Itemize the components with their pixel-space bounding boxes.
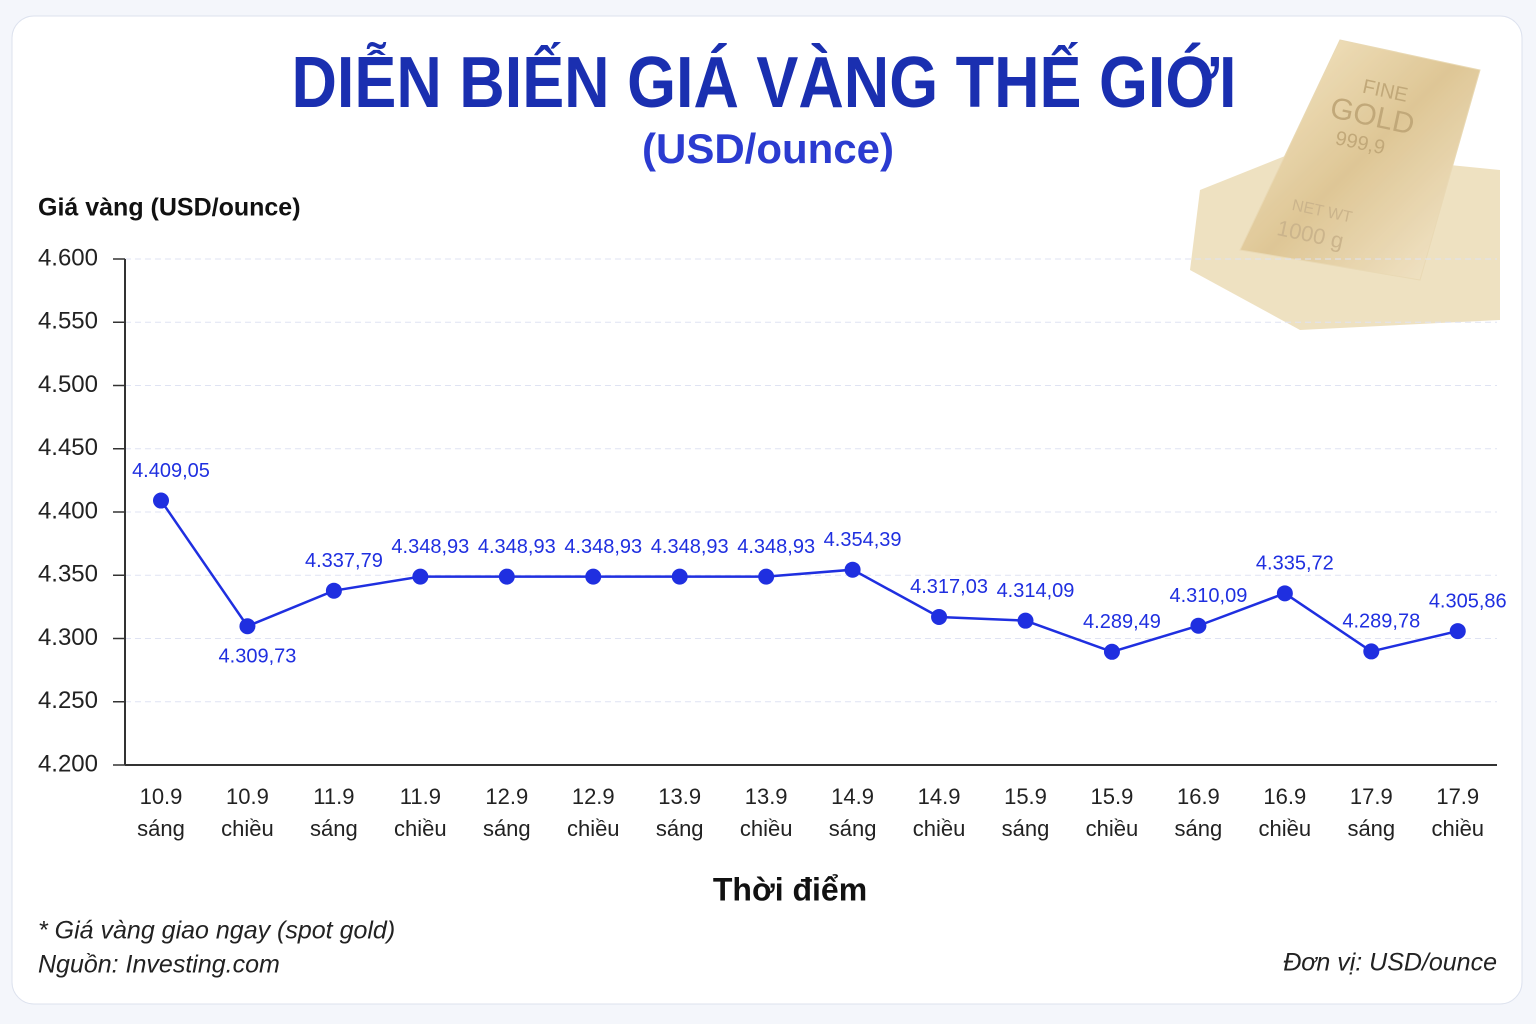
x-tick-label: 16.9 sáng (1174, 784, 1223, 841)
data-point (1363, 643, 1380, 660)
card (11, 15, 1523, 1005)
data-point (239, 618, 256, 635)
data-point (1449, 623, 1466, 640)
x-tick-label: 11.9 sáng (310, 784, 358, 841)
x-tick-label: 16.9 chiều (1258, 784, 1312, 841)
data-label: 4.354,39 (824, 529, 902, 551)
data-point (1017, 612, 1034, 629)
x-tick-label: 17.9 sáng (1347, 784, 1396, 841)
data-label: 4.348,93 (478, 536, 556, 558)
data-label: 4.348,93 (651, 536, 729, 558)
data-label: 4.348,93 (391, 536, 469, 558)
data-label: 4.409,05 (132, 460, 210, 482)
data-label: 4.310,09 (1169, 585, 1247, 607)
gold-bar-illustration: FINE GOLD 999,9 NET WT 1000 g (1190, 39, 1500, 330)
data-label: 4.305,86 (1429, 590, 1507, 612)
chart-title: DIỄN BIẾN GIÁ VÀNG THẾ GIỚI (292, 42, 1237, 123)
data-point (1103, 643, 1120, 660)
x-tick-label: 10.9 chiều (221, 784, 274, 841)
data-label: 4.314,09 (997, 580, 1075, 602)
data-label: 4.317,03 (910, 576, 988, 598)
x-tick-label: 13.9 sáng (655, 784, 704, 841)
note: * Giá vàng giao ngay (spot gold) (38, 917, 395, 945)
data-label: 4.335,72 (1256, 553, 1334, 575)
y-tick-label: 4.450 (38, 434, 98, 461)
chart-subtitle: (USD/ounce) (642, 125, 894, 172)
x-tick-label: 17.9 chiều (1431, 784, 1485, 841)
x-tick-label: 15.9 chiều (1085, 784, 1139, 841)
data-point (844, 561, 861, 578)
y-tick-label: 4.500 (38, 371, 98, 398)
data-point (1190, 617, 1207, 634)
x-tick-label: 10.9 sáng (137, 784, 185, 841)
data-label: 4.348,93 (737, 536, 815, 558)
x-axis-label: Thời điểm (713, 871, 867, 907)
y-axis-label: Giá vàng (USD/ounce) (38, 194, 301, 222)
source: Nguồn: Investing.com (38, 951, 280, 979)
data-label: 4.289,78 (1342, 611, 1420, 633)
y-tick-label: 4.200 (38, 750, 98, 777)
x-tick-label: 13.9 chiều (739, 784, 793, 841)
data-point (585, 568, 602, 585)
x-tick-label: 14.9 chiều (912, 784, 966, 841)
y-tick-label: 4.350 (38, 561, 98, 588)
x-tick-label: 12.9 sáng (482, 784, 531, 841)
y-tick-label: 4.300 (38, 624, 98, 651)
data-point (412, 568, 429, 585)
data-label: 4.337,79 (305, 550, 383, 572)
x-tick-label: 11.9 chiều (394, 784, 447, 841)
y-tick-label: 4.400 (38, 497, 98, 524)
x-tick-label: 15.9 sáng (1001, 784, 1050, 841)
y-tick-label: 4.600 (38, 244, 98, 271)
y-tick-label: 4.550 (38, 308, 98, 335)
series-line (159, 499, 1459, 654)
x-tick-label: 12.9 chiều (566, 784, 620, 841)
data-label: 4.289,49 (1083, 611, 1161, 633)
data-point (498, 568, 515, 585)
data-label: 4.309,73 (219, 645, 297, 667)
data-point (931, 608, 948, 625)
data-point (758, 568, 775, 585)
y-tick-label: 4.250 (38, 687, 98, 714)
data-label: 4.348,93 (564, 536, 642, 558)
unit-note: Đơn vị: USD/ounce (1283, 949, 1497, 977)
x-tick-label: 14.9 sáng (828, 784, 877, 841)
data-point (671, 568, 688, 585)
data-point (153, 492, 169, 509)
data-point (1276, 585, 1293, 602)
data-point (325, 582, 342, 599)
